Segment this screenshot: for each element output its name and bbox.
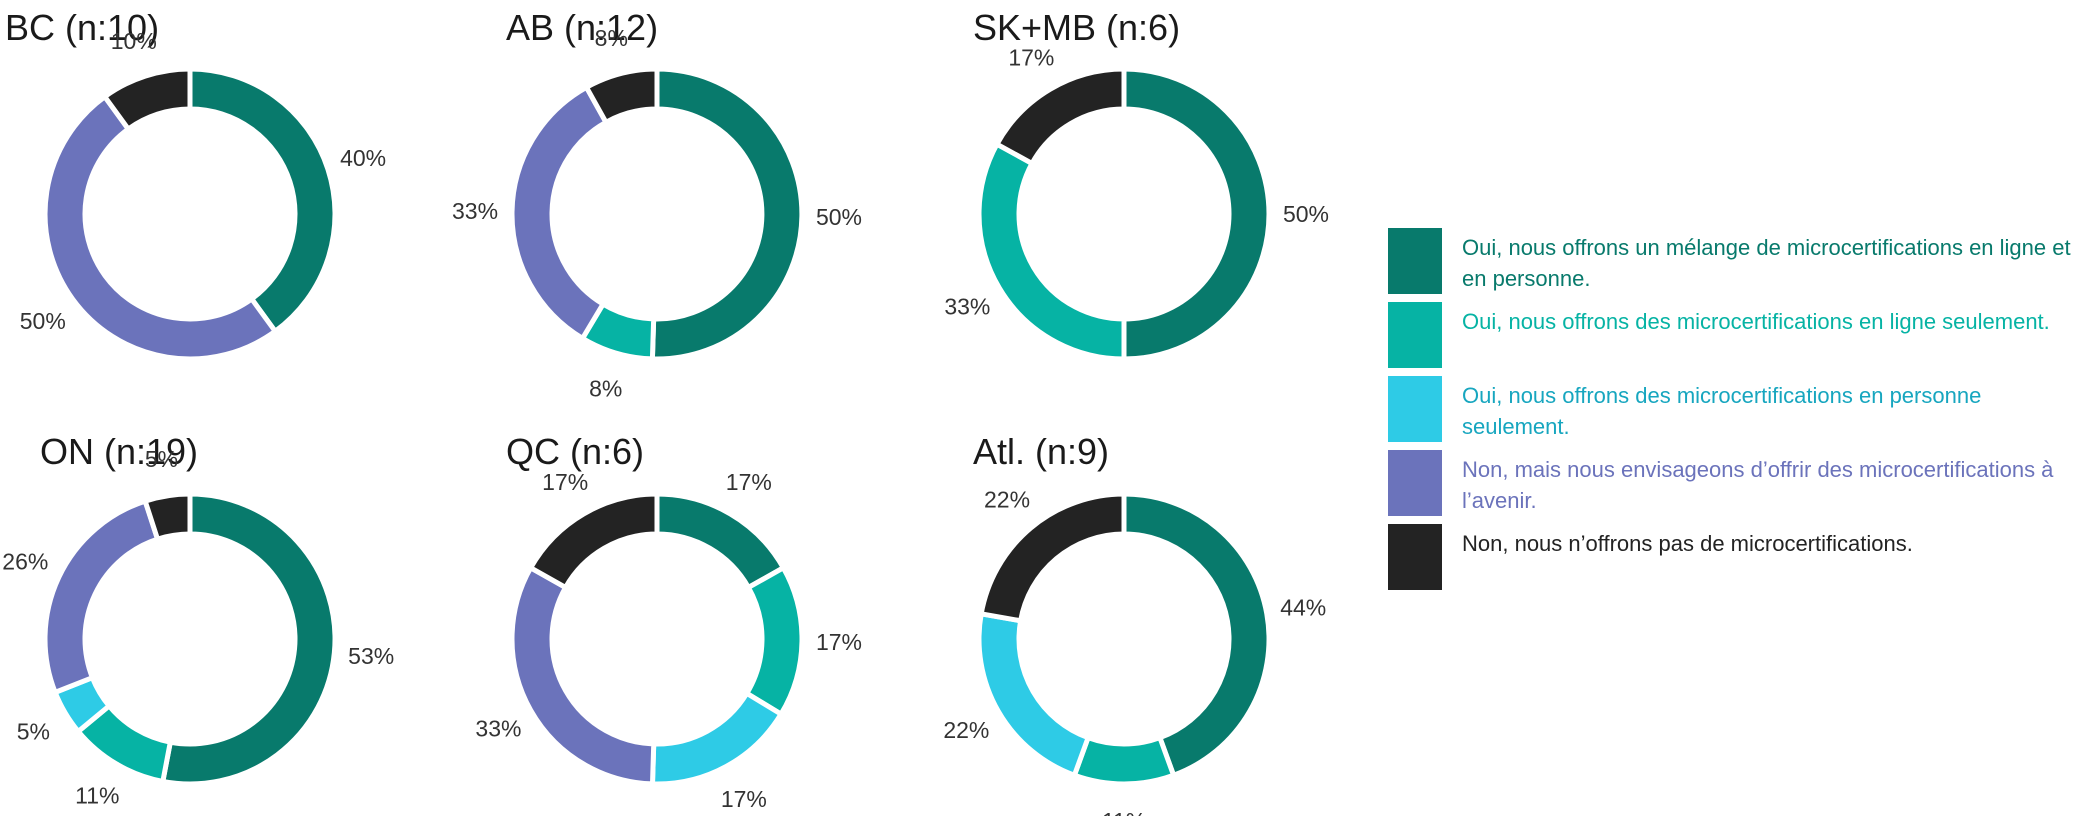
donut-segment	[583, 66, 660, 126]
legend-item: Non, nous n’offrons pas de microcertific…	[1388, 524, 2078, 590]
legend-swatch	[1388, 376, 1442, 442]
donut-segment	[654, 491, 787, 591]
donut-panel: QC (n:6)17%17%17%33%17%	[475, 431, 862, 812]
legend-label: Oui, nous offrons un mélange de microcer…	[1462, 235, 2071, 291]
donut-segment	[527, 491, 660, 591]
data-label: 17%	[721, 786, 767, 812]
legend-item: Non, mais nous envisageons d’offrir des …	[1388, 450, 2078, 516]
legend-swatch	[1388, 524, 1442, 590]
donut-segment	[509, 564, 657, 787]
panel-title: AB (n:12)	[506, 7, 658, 48]
donut-segment	[142, 491, 193, 543]
data-label: 22%	[984, 487, 1030, 513]
data-label: 8%	[589, 376, 622, 402]
panel-title: Atl. (n:9)	[973, 431, 1109, 472]
donut-segment	[159, 491, 338, 787]
donut-panel: ON (n:19) 53% 11% 5% 26% 5%	[2, 431, 394, 809]
donut-segment	[509, 83, 610, 342]
panel-title: BC (n:10)	[5, 7, 159, 48]
data-label: 33%	[452, 198, 498, 224]
panel-title: SK+MB (n:6)	[973, 7, 1180, 48]
donut-segment	[649, 66, 805, 362]
donut-segment	[42, 497, 161, 696]
data-label: 17%	[816, 629, 862, 655]
donut-segment	[1121, 66, 1272, 362]
data-label: 33%	[475, 715, 521, 741]
legend-item: Oui, nous offrons des microcertification…	[1388, 376, 2078, 442]
data-label: 10%	[111, 28, 157, 54]
legend-swatch	[1388, 228, 1442, 294]
legend: Oui, nous offrons un mélange de microcer…	[1388, 228, 2078, 598]
legend-label: Non, nous n’offrons pas de microcertific…	[1462, 531, 1913, 556]
legend-label: Oui, nous offrons des microcertification…	[1462, 383, 1982, 439]
panel-title: ON (n:19)	[40, 431, 198, 472]
legend-item: Oui, nous offrons des microcertification…	[1388, 302, 2078, 368]
data-label: 26%	[2, 549, 48, 575]
donut-panel: AB (n:12) 50% 8% 33% 8%	[452, 7, 862, 402]
donut-panel: SK+MB (n:6) 50% 33% 17%	[944, 7, 1329, 362]
donut-segment	[187, 66, 338, 335]
donut-segment	[649, 689, 785, 787]
donut-panel: BC (n:10) 40% 50% 10%	[5, 7, 386, 362]
donut-segment	[743, 564, 805, 718]
donut-segment	[1071, 734, 1177, 787]
donut-segment	[976, 140, 1127, 362]
data-label: 22%	[943, 717, 989, 743]
donut-segment	[1121, 491, 1272, 779]
data-label: 8%	[595, 25, 628, 51]
legend-swatch	[1388, 450, 1442, 516]
legend-swatch	[1388, 302, 1442, 368]
data-label: 50%	[20, 308, 66, 334]
data-label: 11%	[1102, 808, 1146, 816]
data-label: 50%	[816, 204, 862, 230]
data-label: 5%	[145, 446, 178, 472]
legend-label: Non, mais nous envisageons d’offrir des …	[1462, 457, 2054, 513]
donut-panel: Atl. (n:9) 44% 11% 22% 22%	[943, 431, 1326, 816]
data-label: 17%	[1008, 44, 1054, 70]
legend-label: Oui, nous offrons des microcertification…	[1462, 309, 2050, 334]
data-label: 33%	[944, 294, 990, 320]
data-label: 11%	[75, 783, 119, 809]
data-label: 50%	[1283, 201, 1329, 227]
donut-segment	[42, 93, 279, 362]
legend-item: Oui, nous offrons un mélange de microcer…	[1388, 228, 2078, 294]
donut-chart-grid: BC (n:10) 40% 50% 10% AB (n:12) 50% 8% 33% 8% SK+…	[2, 7, 1329, 816]
donut-segment	[993, 66, 1127, 167]
data-label: 40%	[340, 145, 386, 171]
panel-title: QC (n:6)	[506, 431, 644, 472]
donut-segment	[101, 66, 193, 133]
data-label: 53%	[348, 643, 394, 669]
donut-segment	[976, 610, 1092, 779]
data-label: 17%	[726, 469, 772, 495]
donut-segment	[978, 491, 1127, 624]
data-label: 17%	[542, 469, 588, 495]
data-label: 5%	[17, 719, 50, 745]
data-label: 44%	[1280, 594, 1326, 620]
